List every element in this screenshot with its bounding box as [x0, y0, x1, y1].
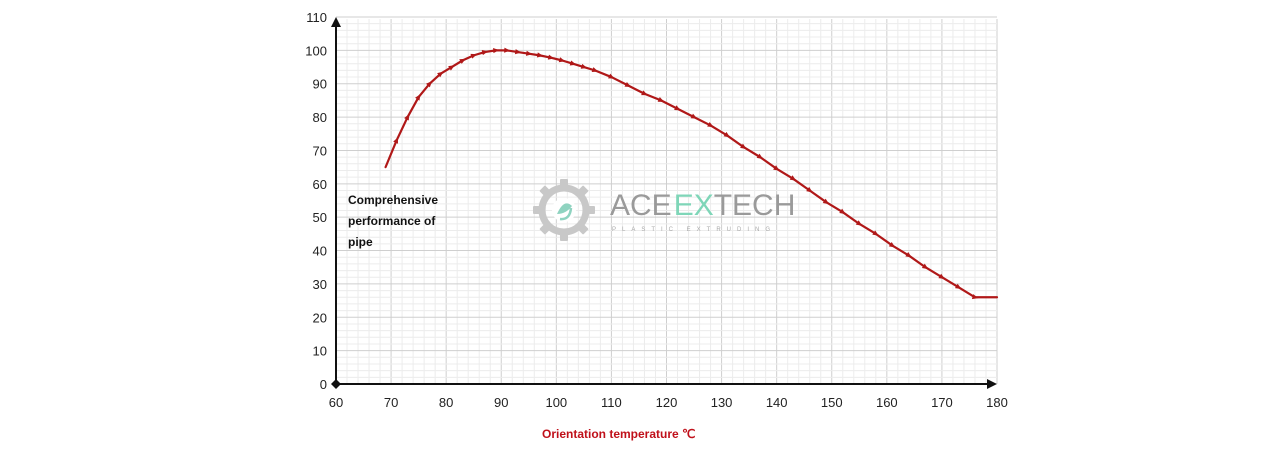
data-point-marker — [756, 153, 764, 160]
data-point-marker — [657, 97, 665, 102]
watermark-brand-part-3: TECH — [714, 189, 796, 222]
brand-watermark: ACEEXTECH PLASTIC EXTRUDING — [533, 179, 795, 241]
y-tick-label: 50 — [313, 210, 327, 225]
data-point-marker — [822, 198, 830, 205]
y-tick-label: 20 — [313, 310, 327, 325]
data-point-marker — [707, 121, 714, 128]
x-tick-label: 80 — [439, 395, 453, 410]
x-tick-label: 140 — [766, 395, 788, 410]
y-axis-label-line-3: pipe — [348, 235, 373, 249]
data-point-marker — [789, 175, 797, 181]
gear-tooth — [576, 222, 589, 235]
data-point-marker — [448, 65, 455, 71]
axes — [331, 17, 997, 389]
x-tick-labels: 60 70 80 90 100 110 120 130 140 150 160 170 180 — [329, 395, 1008, 410]
data-point-marker — [504, 47, 511, 53]
y-axis-label-line-1: Comprehensive — [348, 193, 438, 207]
watermark-brand-part-2: EX — [674, 189, 714, 222]
data-point-marker — [426, 81, 433, 88]
x-tick-label: 150 — [821, 395, 843, 410]
y-tick-label: 90 — [313, 77, 327, 92]
data-point-marker — [773, 165, 780, 171]
data-point-marker — [971, 294, 979, 300]
data-point-marker — [641, 90, 648, 96]
data-point-marker — [888, 241, 896, 248]
gear-tooth — [560, 231, 568, 241]
x-tick-label: 160 — [876, 395, 898, 410]
watermark-brand: ACEEXTECH — [610, 189, 795, 222]
gear-tooth — [533, 206, 543, 214]
x-tick-label: 170 — [931, 395, 953, 410]
gear-tooth — [585, 206, 595, 214]
x-axis-label: Orientation temperature ℃ — [542, 427, 696, 441]
data-point-marker — [938, 273, 945, 280]
data-point-marker — [547, 54, 555, 60]
data-point-marker — [514, 49, 522, 55]
gear-logo-icon — [533, 179, 595, 241]
data-point-marker — [855, 220, 863, 226]
gear-tooth — [539, 222, 552, 235]
y-tick-label: 10 — [313, 344, 327, 359]
data-point-marker — [806, 186, 813, 193]
gear-tooth — [539, 185, 552, 198]
y-tick-label: 110 — [306, 10, 327, 25]
gear-tooth — [576, 185, 589, 198]
chart-paper — [263, 0, 1015, 456]
gear-tooth — [560, 179, 568, 189]
y-tick-label: 100 — [305, 43, 327, 58]
data-point-marker — [954, 283, 962, 290]
data-point-marker — [740, 143, 747, 150]
data-point-marker — [493, 47, 500, 54]
data-point-marker — [624, 81, 632, 87]
data-point-marker — [580, 63, 588, 69]
data-point-marker — [690, 113, 698, 119]
data-point-marker — [470, 53, 477, 59]
series-performance — [384, 47, 999, 300]
data-point-marker — [608, 73, 615, 79]
watermark-subtitle: PLASTIC EXTRUDING — [612, 227, 776, 233]
y-tick-label: 40 — [313, 244, 327, 259]
x-tick-label: 180 — [986, 395, 1008, 410]
y-tick-label: 30 — [313, 277, 327, 292]
x-tick-label: 100 — [545, 395, 567, 410]
y-tick-label: 0 — [320, 377, 327, 392]
data-point-marker — [481, 50, 489, 56]
x-axis-arrow-icon — [987, 379, 997, 389]
data-point-marker — [905, 252, 912, 258]
data-point-marker — [723, 131, 731, 138]
data-point-marker — [872, 230, 879, 236]
data-point-marker — [525, 50, 533, 56]
y-tick-labels: 0 10 20 30 40 50 60 70 80 90 100 110 — [305, 10, 327, 392]
x-tick-label: 120 — [656, 395, 678, 410]
data-point-marker — [674, 105, 681, 111]
data-point-marker — [839, 208, 846, 215]
data-point-marker — [437, 71, 444, 78]
x-tick-label: 60 — [329, 395, 343, 410]
data-point-marker — [569, 60, 577, 66]
y-axis-label-line-2: performance of — [348, 214, 436, 228]
y-axis-arrow-icon — [331, 17, 341, 27]
data-point-marker — [591, 67, 599, 72]
data-point-marker — [404, 113, 410, 121]
y-tick-label: 60 — [313, 177, 327, 192]
x-tick-label: 70 — [384, 395, 398, 410]
x-tick-label: 110 — [601, 395, 622, 410]
origin-marker-icon — [331, 379, 341, 389]
data-point-marker — [536, 52, 544, 58]
data-point-marker — [415, 94, 421, 101]
x-tick-label: 90 — [494, 395, 508, 410]
data-point-marker — [558, 57, 566, 63]
data-point-marker — [393, 137, 399, 144]
x-tick-label: 130 — [711, 395, 733, 410]
y-tick-label: 80 — [313, 110, 327, 125]
watermark-brand-part-1: ACE — [610, 189, 672, 222]
data-point-marker — [459, 58, 466, 64]
y-axis-label: Comprehensive performance of pipe — [348, 193, 438, 249]
data-point-marker — [921, 263, 929, 270]
y-tick-label: 70 — [313, 143, 327, 158]
